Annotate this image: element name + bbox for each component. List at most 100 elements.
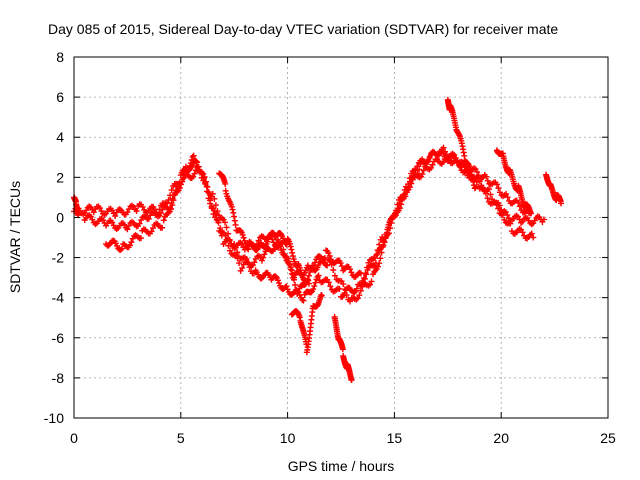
data-point (261, 251, 268, 258)
data-point (495, 185, 502, 192)
data-point (362, 270, 369, 277)
data-point (339, 346, 346, 353)
y-tick-label: 6 (56, 89, 64, 105)
data-point (124, 209, 131, 216)
data-point (360, 275, 367, 282)
data-point (234, 249, 241, 256)
data-point (117, 246, 124, 253)
data-points (71, 96, 565, 384)
data-point (169, 202, 176, 209)
data-point (168, 206, 175, 213)
data-point (194, 159, 201, 166)
data-point (478, 182, 485, 189)
data-point (150, 225, 157, 232)
data-point (203, 183, 210, 190)
data-point (211, 195, 218, 202)
data-point (215, 219, 222, 226)
data-point (287, 243, 294, 250)
data-point (408, 180, 415, 187)
data-point (288, 246, 295, 253)
data-point (260, 254, 267, 261)
data-point (426, 153, 433, 160)
data-point (379, 243, 386, 250)
data-point (379, 234, 386, 241)
data-point (377, 255, 384, 262)
data-point (241, 237, 248, 244)
data-point (325, 279, 332, 286)
data-point (244, 245, 251, 252)
data-point (182, 163, 189, 170)
data-point (308, 289, 315, 296)
data-point (258, 275, 265, 282)
data-point (558, 200, 565, 207)
data-point (307, 269, 314, 276)
data-point (347, 298, 354, 305)
data-point (496, 202, 503, 209)
data-point (519, 229, 526, 236)
data-point (483, 173, 490, 180)
data-point (289, 249, 296, 256)
data-point (348, 376, 355, 383)
data-point (381, 238, 388, 245)
data-point (226, 237, 233, 244)
data-point (305, 280, 312, 287)
data-point (495, 205, 502, 212)
x-axis-ticks: 0 5 10 15 20 25 (70, 57, 616, 446)
data-point (487, 191, 494, 198)
data-point (236, 260, 243, 267)
x-tick-label: 10 (280, 430, 296, 446)
data-point (324, 262, 331, 269)
x-tick-label: 5 (177, 430, 185, 446)
data-point (337, 260, 344, 267)
data-point (222, 187, 229, 194)
data-point (179, 178, 186, 185)
data-point (363, 264, 370, 271)
data-point (325, 250, 332, 257)
data-point (289, 271, 296, 278)
data-point (291, 276, 298, 283)
data-point (394, 208, 401, 215)
data-point (133, 207, 140, 214)
data-point (530, 234, 537, 241)
data-point (217, 225, 224, 232)
data-point (289, 253, 296, 260)
data-point (213, 216, 220, 223)
data-point (406, 184, 413, 191)
data-point (288, 267, 295, 274)
data-point (145, 215, 152, 222)
data-point (399, 196, 406, 203)
data-point (245, 246, 252, 253)
data-point (504, 194, 511, 201)
data-point (231, 217, 238, 224)
data-point (75, 210, 82, 217)
data-point (112, 213, 119, 220)
data-point (328, 261, 335, 268)
data-point (331, 272, 338, 279)
data-point (226, 247, 233, 254)
data-point (287, 264, 294, 271)
y-tick-label: -6 (52, 330, 65, 346)
data-point (472, 184, 479, 191)
data-point (126, 242, 133, 249)
data-point (499, 212, 506, 219)
data-point (467, 168, 474, 175)
data-point (136, 220, 143, 227)
data-point (295, 288, 302, 295)
y-tick-label: -8 (52, 370, 65, 386)
data-point (336, 285, 343, 292)
data-point (310, 286, 317, 293)
data-point (428, 164, 435, 171)
data-point (493, 181, 500, 188)
data-point (528, 230, 535, 237)
data-point (312, 279, 319, 286)
data-point (228, 203, 235, 210)
data-point (470, 178, 477, 185)
data-point (128, 239, 135, 246)
data-point (503, 190, 510, 197)
data-point (419, 171, 426, 178)
data-point (400, 191, 407, 198)
data-point (338, 263, 345, 270)
data-point (416, 166, 423, 173)
